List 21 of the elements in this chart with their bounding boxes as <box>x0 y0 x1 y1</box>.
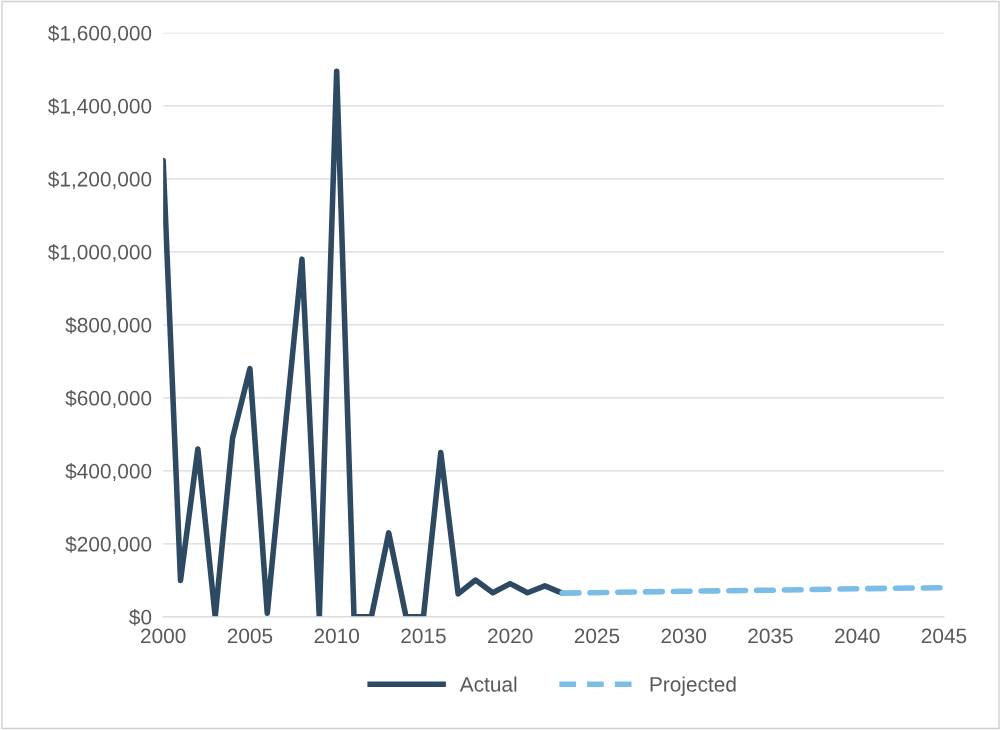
y-tick-label: $800,000 <box>65 316 152 336</box>
x-tick-label: 2040 <box>835 628 880 644</box>
x-tick-label: 2020 <box>488 628 533 644</box>
y-tick-label: $600,000 <box>65 389 152 409</box>
x-tick-label: 2030 <box>661 628 707 644</box>
x-tick-label: 2010 <box>314 628 360 644</box>
y-tick-label: $1,600,000 <box>48 24 152 44</box>
y-tick-label: $1,400,000 <box>48 97 152 117</box>
x-tick-label: 2015 <box>401 628 446 644</box>
legend-label: Actual <box>459 676 517 692</box>
x-tick-label: 2005 <box>227 628 273 644</box>
y-tick-label: $1,200,000 <box>48 170 152 190</box>
x-tick-label: 2000 <box>141 628 186 644</box>
y-tick-label: $200,000 <box>65 535 152 555</box>
y-tick-label: $400,000 <box>65 462 152 482</box>
x-tick-label: 2025 <box>574 628 620 644</box>
x-tick-label: 2045 <box>921 628 967 644</box>
x-tick-label: 2035 <box>748 628 793 644</box>
y-tick-label: $0 <box>129 608 152 626</box>
legend-label: Projected <box>650 676 736 696</box>
y-tick-label: $1,000,000 <box>48 243 152 263</box>
